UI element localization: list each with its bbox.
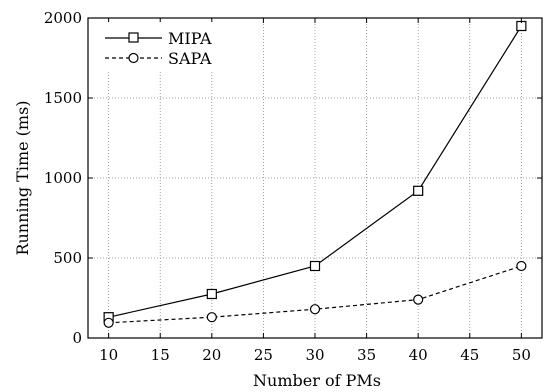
x-tick-label: 45 [460, 346, 479, 364]
data-point-mipa [206, 288, 217, 300]
y-tick-label: 1000 [44, 169, 82, 187]
legend: MIPA SAPA [98, 22, 228, 72]
y-axis-label: Running Time (ms) [13, 100, 32, 255]
data-point-sapa [103, 317, 114, 328]
legend-marker-sapa [128, 52, 139, 64]
data-point-sapa [206, 312, 217, 323]
x-tick-label: 15 [151, 346, 170, 364]
y-tick-label: 2000 [44, 9, 82, 27]
data-point-sapa [309, 304, 321, 315]
plot-frame [87, 17, 543, 339]
x-axis-label: Number of PMs [253, 371, 381, 390]
y-tick-label: 0 [72, 329, 82, 347]
series-layer [103, 20, 527, 328]
x-tick-label: 35 [357, 346, 376, 364]
x-tick-label: 10 [99, 346, 118, 364]
data-point-mipa [309, 260, 321, 272]
x-tick-label: 20 [202, 346, 221, 364]
data-point-sapa [413, 294, 424, 305]
x-tick-label: 40 [409, 346, 428, 364]
x-tick-label: 30 [305, 346, 324, 364]
legend-marker-mipa [128, 32, 139, 43]
legend-label-mipa: MIPA [168, 29, 212, 48]
y-tick-label: 500 [53, 249, 82, 267]
data-point-sapa [516, 260, 527, 272]
data-point-mipa [413, 185, 424, 196]
y-tick-label: 1500 [44, 89, 82, 107]
x-tick-label: 25 [254, 346, 273, 364]
legend-box [98, 22, 228, 72]
legend-label-sapa: SAPA [168, 49, 212, 68]
x-tick-label: 50 [512, 346, 531, 364]
